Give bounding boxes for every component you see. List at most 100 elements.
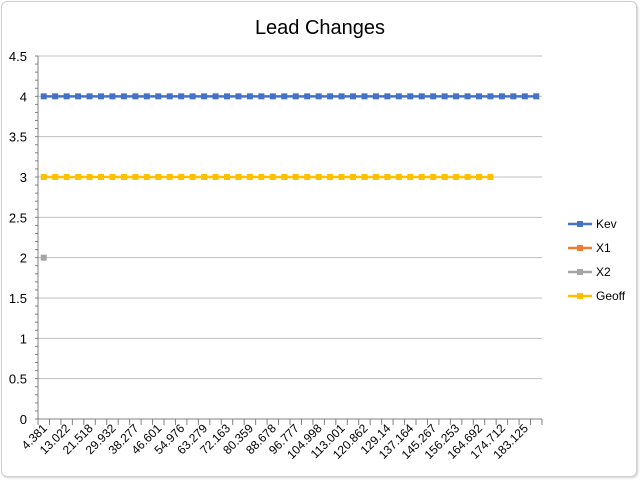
y-tick-label: 1	[20, 331, 27, 346]
data-point	[40, 93, 47, 100]
data-point	[418, 174, 425, 180]
data-point	[166, 93, 173, 100]
data-point	[476, 174, 482, 180]
data-point	[86, 93, 93, 100]
data-point	[338, 93, 345, 100]
data-point	[120, 174, 127, 180]
data-point	[52, 174, 59, 180]
data-point	[407, 174, 414, 180]
data-point	[224, 93, 230, 100]
data-point	[464, 174, 471, 180]
series-kev	[40, 93, 540, 100]
legend-entry-geoff: Geoff	[568, 289, 626, 303]
data-point	[292, 93, 299, 100]
data-point	[395, 93, 402, 100]
data-point	[189, 93, 196, 100]
legend-entry-x1: X1	[568, 241, 611, 255]
legend-marker	[577, 269, 583, 275]
series-geoff	[40, 174, 494, 180]
data-point	[212, 93, 219, 100]
data-point	[304, 93, 311, 100]
data-point	[372, 93, 379, 100]
y-tick-label: 4	[20, 89, 27, 104]
legend-label: Kev	[596, 217, 617, 231]
data-point	[178, 174, 185, 180]
data-point	[395, 174, 402, 180]
data-point	[487, 174, 494, 180]
legend-marker	[577, 245, 583, 251]
data-point	[327, 174, 334, 180]
data-point	[201, 93, 208, 100]
data-point	[292, 174, 299, 180]
data-point	[75, 174, 82, 180]
data-point	[109, 93, 116, 100]
data-point	[487, 93, 494, 100]
data-point	[327, 93, 334, 100]
data-point	[361, 174, 368, 180]
y-tick-label: 0	[20, 412, 27, 427]
data-point	[155, 93, 162, 100]
data-point	[40, 254, 47, 261]
data-point	[224, 174, 230, 180]
data-point	[178, 93, 185, 100]
y-tick-label: 3	[20, 170, 27, 185]
legend-entry-x2: X2	[568, 265, 611, 279]
data-point	[430, 174, 437, 180]
data-point	[52, 93, 59, 100]
data-point	[384, 174, 391, 180]
y-tick-label: 4.5	[9, 49, 27, 64]
data-point	[384, 93, 391, 100]
data-point	[120, 93, 127, 100]
data-point	[269, 174, 276, 180]
legend-label: Geoff	[596, 289, 626, 303]
legend-label: X2	[596, 265, 611, 279]
plot-area	[40, 93, 540, 261]
legend-marker	[577, 221, 583, 227]
legend-label: X1	[596, 241, 611, 255]
data-point	[269, 93, 276, 100]
data-point	[407, 93, 414, 100]
data-point	[476, 93, 482, 100]
legend-entry-kev: Kev	[568, 217, 617, 231]
y-tick-label: 2	[20, 251, 27, 266]
data-point	[189, 174, 196, 180]
data-point	[109, 174, 116, 180]
data-point	[281, 174, 288, 180]
data-point	[304, 174, 311, 180]
data-point	[315, 174, 322, 180]
data-point	[430, 93, 437, 100]
data-point	[166, 174, 173, 180]
y-axis: 0 0.5 1 1.5 2 2.5 3 3.5 4 4.5	[9, 49, 39, 427]
data-point	[40, 174, 47, 180]
legend: Kev X1 X2 Geoff	[568, 217, 626, 303]
data-point	[63, 93, 70, 100]
y-tick-label: 1.5	[9, 291, 27, 306]
data-point	[338, 174, 345, 180]
data-point	[246, 174, 253, 180]
data-point	[350, 174, 356, 180]
data-point	[258, 93, 265, 100]
data-point	[155, 174, 162, 180]
data-point	[453, 93, 460, 100]
data-point	[441, 174, 448, 180]
series-x2	[40, 254, 47, 261]
y-tick-label: 2.5	[9, 210, 27, 225]
data-point	[361, 93, 368, 100]
data-point	[75, 93, 82, 100]
y-tick-label: 3.5	[9, 130, 27, 145]
data-point	[350, 93, 356, 100]
data-point	[132, 93, 139, 100]
data-point	[143, 93, 150, 100]
data-point	[464, 93, 471, 100]
gridlines	[38, 55, 542, 380]
y-tick-label: 0.5	[9, 372, 27, 387]
data-point	[498, 93, 505, 100]
data-point	[235, 174, 242, 180]
data-point	[418, 93, 425, 100]
data-point	[258, 174, 265, 180]
data-point	[372, 174, 379, 180]
data-point	[143, 174, 150, 180]
data-point	[246, 93, 253, 100]
data-point	[521, 93, 528, 100]
